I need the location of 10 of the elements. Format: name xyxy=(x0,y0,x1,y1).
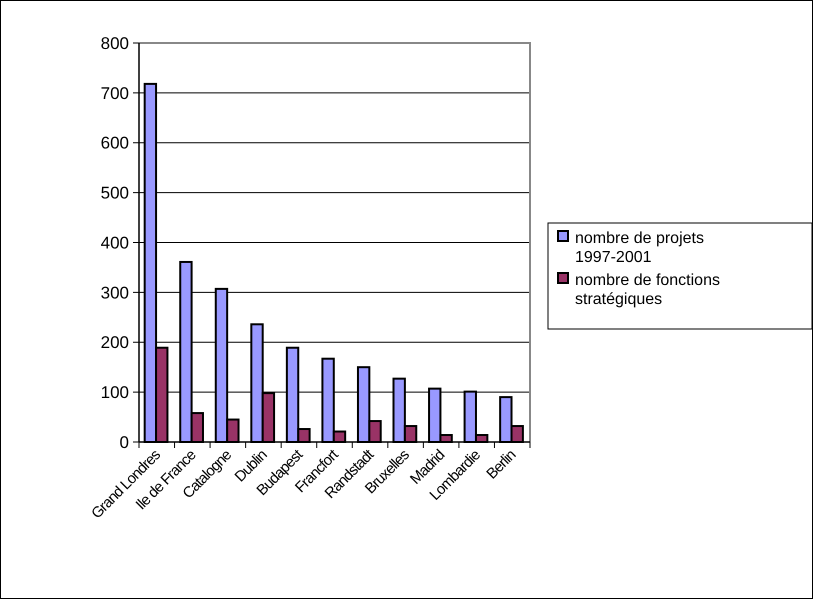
y-tick-label: 200 xyxy=(100,333,129,352)
legend-label: nombre de fonctions stratégiques xyxy=(575,272,720,308)
y-tick-label: 700 xyxy=(100,84,129,103)
y-tick-label: 400 xyxy=(100,233,129,252)
y-tick-label: 0 xyxy=(120,432,129,452)
y-tick-label: 300 xyxy=(100,283,129,302)
y-tick-label: 100 xyxy=(100,383,129,402)
y-tick-label: 600 xyxy=(100,134,129,153)
y-tick-label: 500 xyxy=(100,184,129,203)
y-tick-label: 800 xyxy=(100,34,129,53)
